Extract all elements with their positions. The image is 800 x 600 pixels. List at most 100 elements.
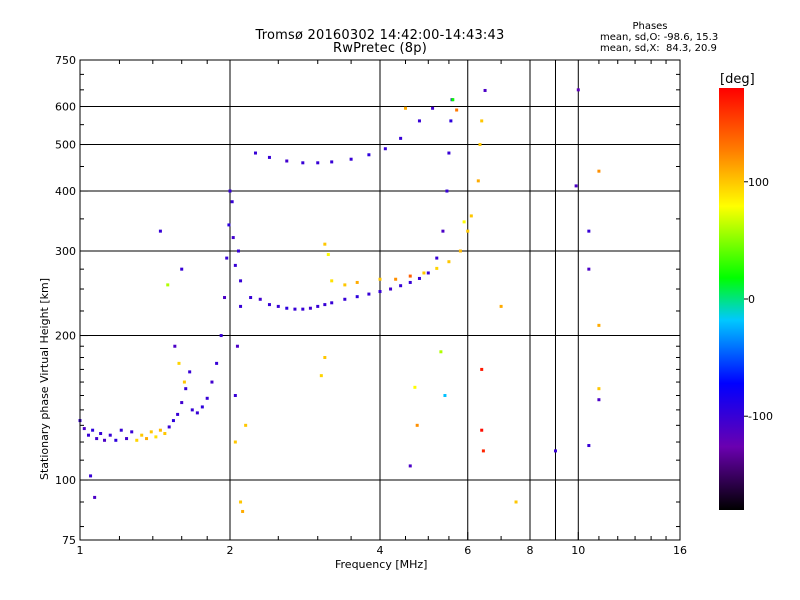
data-point bbox=[435, 266, 439, 270]
data-point bbox=[301, 307, 305, 311]
colorbar-tick-label: 0 bbox=[748, 293, 755, 306]
data-point bbox=[114, 438, 118, 442]
data-point bbox=[553, 449, 557, 453]
data-point bbox=[171, 419, 175, 423]
data-point bbox=[408, 274, 412, 278]
data-point bbox=[82, 427, 86, 431]
data-point bbox=[154, 435, 158, 439]
data-point bbox=[514, 500, 518, 504]
data-point bbox=[330, 301, 334, 305]
data-point bbox=[267, 303, 271, 307]
data-point bbox=[184, 387, 188, 391]
data-point bbox=[447, 260, 451, 264]
data-point bbox=[125, 437, 129, 441]
data-point bbox=[435, 256, 439, 260]
data-point bbox=[103, 438, 107, 442]
data-point bbox=[239, 304, 243, 308]
data-point bbox=[389, 287, 393, 291]
data-point bbox=[180, 401, 184, 405]
data-point bbox=[480, 428, 484, 432]
data-point bbox=[417, 276, 421, 280]
y-tick-label: 75 bbox=[62, 534, 76, 547]
axes: 1 2 4 6 8 10 16 75 100 200 300 400 500 600 750 bbox=[55, 54, 687, 557]
data-point bbox=[249, 296, 253, 300]
scatter-points bbox=[78, 88, 601, 513]
data-point bbox=[301, 161, 305, 165]
data-point bbox=[205, 396, 209, 400]
data-point bbox=[235, 344, 239, 348]
x-axis-title: Frequency [MHz] bbox=[335, 558, 428, 571]
data-point bbox=[431, 106, 435, 110]
data-point bbox=[469, 214, 473, 218]
data-point bbox=[285, 159, 289, 163]
data-point bbox=[378, 277, 382, 281]
data-point bbox=[343, 283, 347, 287]
data-point bbox=[223, 296, 227, 300]
colorbar: [deg] 100 0 -100 bbox=[719, 72, 773, 510]
data-point bbox=[200, 405, 204, 409]
data-point bbox=[326, 253, 330, 257]
data-point bbox=[253, 151, 257, 155]
data-point bbox=[239, 279, 243, 283]
data-point bbox=[316, 161, 320, 165]
data-point bbox=[108, 433, 112, 437]
data-point bbox=[173, 344, 177, 348]
data-point bbox=[447, 151, 451, 155]
data-point bbox=[195, 411, 199, 415]
data-point bbox=[355, 280, 359, 284]
data-point bbox=[480, 119, 484, 123]
data-point bbox=[449, 119, 453, 123]
data-point bbox=[399, 284, 403, 288]
data-point bbox=[210, 380, 214, 384]
y-tick-label: 200 bbox=[55, 330, 76, 343]
data-point bbox=[343, 297, 347, 301]
data-point bbox=[399, 136, 403, 140]
data-point bbox=[441, 229, 445, 233]
data-point bbox=[323, 303, 327, 307]
data-point bbox=[480, 367, 484, 371]
x-tick-label: 6 bbox=[464, 544, 471, 557]
data-point bbox=[236, 249, 240, 253]
data-point bbox=[231, 236, 235, 240]
data-point bbox=[89, 474, 93, 478]
data-point bbox=[188, 370, 192, 374]
data-point bbox=[413, 385, 417, 389]
data-point bbox=[158, 428, 162, 432]
data-point bbox=[130, 430, 134, 434]
data-point bbox=[323, 355, 327, 359]
colorbar-tick-label: -100 bbox=[748, 410, 773, 423]
y-tick-label: 100 bbox=[55, 474, 76, 487]
data-point bbox=[330, 160, 334, 164]
chart-title: Tromsø 20160302 14:42:00-14:43:43 bbox=[255, 28, 505, 43]
data-point bbox=[180, 267, 184, 271]
data-point bbox=[587, 267, 591, 271]
data-point bbox=[316, 304, 320, 308]
x-tick-label: 2 bbox=[227, 544, 234, 557]
data-point bbox=[445, 189, 449, 193]
data-point bbox=[597, 387, 601, 391]
data-point bbox=[587, 444, 591, 448]
data-point bbox=[99, 432, 103, 436]
data-point bbox=[466, 229, 470, 233]
data-point bbox=[176, 412, 180, 416]
colorbar-tick-label: 100 bbox=[748, 176, 769, 189]
y-tick-label: 400 bbox=[55, 185, 76, 198]
x-tick-label: 10 bbox=[571, 544, 585, 557]
data-point bbox=[149, 430, 153, 434]
data-point bbox=[417, 119, 421, 123]
data-point bbox=[481, 449, 485, 453]
data-point bbox=[587, 229, 591, 233]
data-point bbox=[182, 380, 186, 384]
data-point bbox=[293, 307, 297, 311]
data-point bbox=[244, 423, 248, 427]
data-point bbox=[219, 334, 223, 338]
data-point bbox=[119, 428, 123, 432]
data-point bbox=[276, 304, 280, 308]
data-point bbox=[145, 437, 149, 441]
data-point bbox=[285, 306, 289, 310]
data-point bbox=[443, 394, 447, 398]
data-point bbox=[215, 361, 219, 365]
data-point bbox=[439, 350, 443, 354]
data-point bbox=[267, 155, 271, 159]
